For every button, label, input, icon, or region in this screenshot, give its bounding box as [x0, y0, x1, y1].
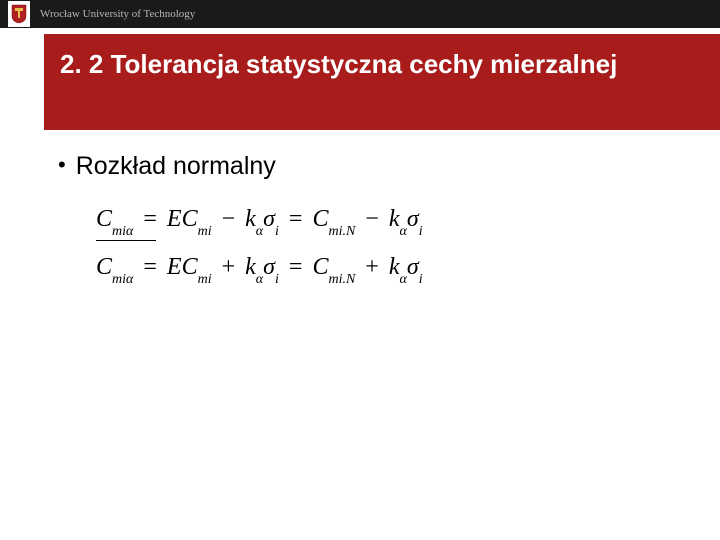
slide-title: 2. 2 Tolerancja statystyczna cechy mierz…: [44, 34, 637, 130]
f1-t2-sub: α: [256, 224, 263, 239]
f2-op2: =: [285, 254, 307, 280]
title-left-margin: [0, 34, 44, 130]
f1-eq1: =: [139, 206, 161, 232]
f2-op1: +: [218, 254, 240, 280]
shield-icon: [11, 4, 27, 24]
f2-t3-base: σ: [263, 254, 275, 280]
f1-t6-sub: i: [419, 224, 423, 239]
f2-t1-sub: mi: [198, 272, 212, 287]
f1-t3-base: σ: [263, 206, 275, 232]
f2-t6-base: σ: [407, 254, 419, 280]
f1-t1-base: EC: [167, 206, 198, 232]
f2-t3-sub: i: [275, 272, 279, 287]
f2-t5-base: k: [389, 254, 400, 280]
f1-op1: −: [218, 206, 240, 232]
bullet-marker: •: [58, 152, 66, 178]
f2-op3: +: [361, 254, 383, 280]
f2-t2-base: k: [245, 254, 256, 280]
formula-row-2: Cmiα = ECmi + kασi = Cmi.N + kασi: [96, 255, 680, 284]
f2-lhs-base: C: [96, 254, 112, 280]
header-bar: Wrocław University of Technology: [0, 0, 720, 28]
f2-t4-sub: mi.N: [328, 272, 355, 287]
f2-t1-base: EC: [167, 254, 198, 280]
f1-t1-sub: mi: [198, 224, 212, 239]
f2-lhs-sub: miα: [112, 272, 133, 287]
bullet-item: • Rozkład normalny: [58, 152, 680, 181]
f1-t4-sub: mi.N: [328, 224, 355, 239]
f2-t5-sub: α: [400, 272, 407, 287]
formula-underline: [96, 240, 156, 241]
f2-t2-sub: α: [256, 272, 263, 287]
f1-lhs-sub: miα: [112, 224, 133, 239]
f2-t4-base: C: [312, 254, 328, 280]
f1-t2-base: k: [245, 206, 256, 232]
f1-lhs-base: C: [96, 206, 112, 232]
title-band: 2. 2 Tolerancja statystyczna cechy mierz…: [0, 34, 720, 130]
formula-block: Cmiα = ECmi − kασi = Cmi.N − kασi Cmiα =…: [96, 207, 680, 284]
f1-t6-base: σ: [407, 206, 419, 232]
f2-eq1: =: [139, 254, 161, 280]
f1-t3-sub: i: [275, 224, 279, 239]
f1-t4-base: C: [312, 206, 328, 232]
f1-op2: =: [285, 206, 307, 232]
university-logo: [8, 1, 30, 27]
f2-t6-sub: i: [419, 272, 423, 287]
content-area: •Rozkład normalny Cmiα = ECmi − kασi = C…: [0, 130, 720, 284]
formula-row-1: Cmiα = ECmi − kασi = Cmi.N − kασi: [96, 207, 680, 236]
f1-op3: −: [361, 206, 383, 232]
university-name: Wrocław University of Technology: [40, 8, 195, 20]
bullet-text: Rozkład normalny: [76, 152, 276, 180]
f1-t5-base: k: [389, 206, 400, 232]
f1-t5-sub: α: [400, 224, 407, 239]
